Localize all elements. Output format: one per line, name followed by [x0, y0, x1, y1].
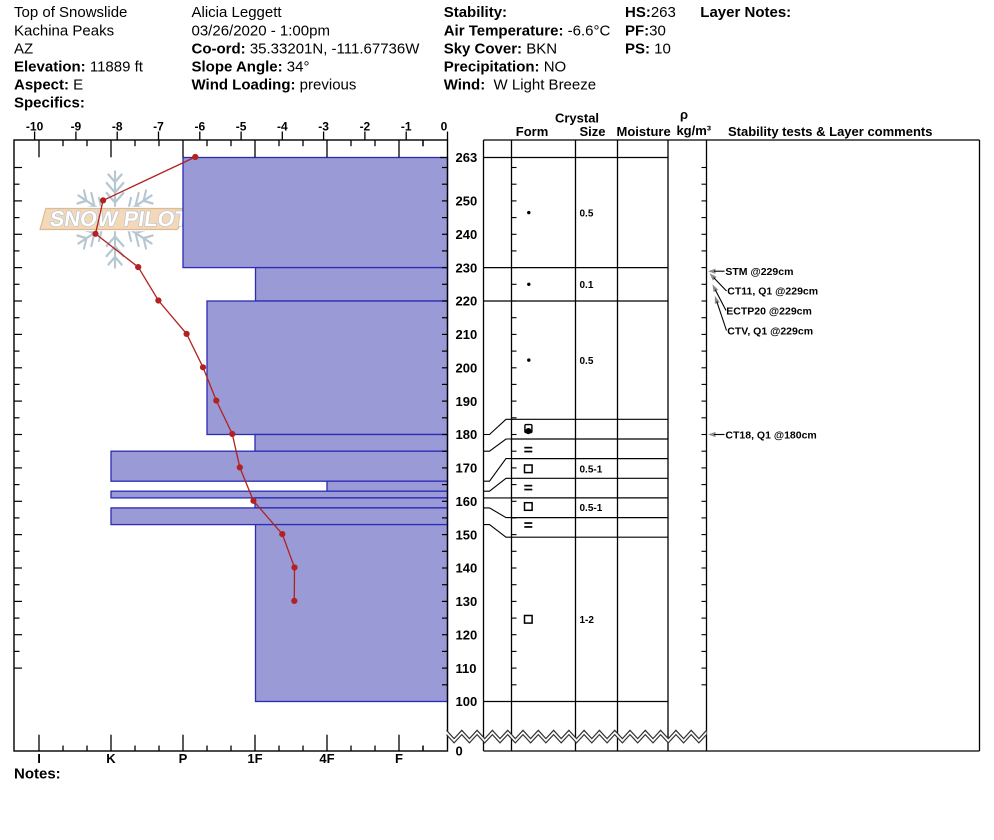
svg-text:263: 263 — [456, 150, 478, 165]
svg-text:250: 250 — [456, 194, 478, 209]
svg-text:-3: -3 — [318, 119, 329, 133]
svg-text:F: F — [395, 751, 403, 766]
svg-text:-10: -10 — [26, 119, 44, 133]
svg-text:CT18, Q1 @180cm: CT18, Q1 @180cm — [725, 429, 816, 441]
svg-text:170: 170 — [456, 461, 478, 476]
svg-text:K: K — [106, 751, 116, 766]
svg-text:Alicia Leggett: Alicia Leggett — [192, 4, 283, 21]
svg-text:240: 240 — [456, 227, 478, 242]
svg-text:1-2: 1-2 — [580, 615, 595, 626]
svg-text:HS:263: HS:263 — [625, 4, 676, 21]
svg-text:4F: 4F — [319, 751, 334, 766]
svg-text:-6: -6 — [194, 119, 205, 133]
svg-text:120: 120 — [456, 627, 478, 642]
svg-text:160: 160 — [456, 494, 478, 509]
svg-text:-9: -9 — [71, 119, 82, 133]
svg-text:190: 190 — [456, 394, 478, 409]
svg-text:-5: -5 — [236, 119, 247, 133]
svg-text:Top of Snowslide: Top of Snowslide — [14, 4, 127, 21]
svg-text:0: 0 — [441, 119, 448, 133]
svg-text:180: 180 — [456, 427, 478, 442]
svg-text:PS: 10: PS: 10 — [625, 40, 671, 57]
svg-text:130: 130 — [456, 594, 478, 609]
svg-text:Wind Loading: previous: Wind Loading: previous — [192, 77, 357, 94]
svg-text:STM @229cm: STM @229cm — [725, 266, 793, 278]
svg-text:Precipitation: NO: Precipitation: NO — [444, 59, 567, 76]
svg-text:Moisture: Moisture — [617, 124, 671, 139]
svg-text:-2: -2 — [360, 119, 371, 133]
svg-text:0.5: 0.5 — [580, 356, 594, 367]
svg-text:kg/m³: kg/m³ — [676, 123, 711, 138]
svg-text:150: 150 — [456, 527, 478, 542]
svg-text:Form: Form — [516, 124, 549, 139]
svg-text:230: 230 — [456, 260, 478, 275]
svg-text:CT11, Q1 @229cm: CT11, Q1 @229cm — [727, 286, 818, 298]
svg-text:Aspect: E: Aspect: E — [14, 77, 83, 94]
svg-text:-1: -1 — [401, 119, 412, 133]
svg-text:Size: Size — [579, 124, 605, 139]
svg-text:Wind: W Light Breeze: Wind: W Light Breeze — [444, 77, 596, 94]
svg-text:200: 200 — [456, 361, 478, 376]
svg-text:Layer Notes:: Layer Notes: — [700, 4, 791, 21]
svg-text:-4: -4 — [277, 119, 288, 133]
svg-text:Kachina Peaks: Kachina Peaks — [14, 22, 114, 39]
svg-text:P: P — [179, 751, 188, 766]
svg-text:110: 110 — [456, 661, 477, 676]
svg-text:I: I — [37, 751, 41, 766]
svg-text:220: 220 — [456, 294, 478, 309]
svg-text:0.1: 0.1 — [580, 280, 594, 291]
svg-text:-8: -8 — [112, 119, 123, 133]
svg-text:0.5-1: 0.5-1 — [580, 503, 603, 514]
svg-text:Specifics:: Specifics: — [14, 95, 85, 112]
svg-text:Notes:: Notes: — [14, 765, 61, 782]
svg-text:100: 100 — [456, 694, 478, 709]
svg-text:0.5-1: 0.5-1 — [580, 465, 603, 476]
svg-text:Sky Cover: BKN: Sky Cover: BKN — [444, 40, 557, 57]
svg-text:SNOW PILOT: SNOW PILOT — [48, 206, 189, 231]
svg-text:210: 210 — [456, 327, 478, 342]
svg-text:ρ: ρ — [680, 107, 688, 122]
svg-text:ECTP20 @229cm: ECTP20 @229cm — [726, 306, 812, 318]
svg-text:Crystal: Crystal — [555, 110, 599, 125]
svg-text:-7: -7 — [153, 119, 164, 133]
svg-text:03/26/2020 - 1:00pm: 03/26/2020 - 1:00pm — [192, 22, 330, 39]
svg-text:Co-ord: 35.33201N, -111.67736W: Co-ord: 35.33201N, -111.67736W — [192, 40, 421, 57]
svg-text:1F: 1F — [247, 751, 262, 766]
svg-text:Stability:: Stability: — [444, 4, 507, 21]
svg-text:Slope Angle: 34°: Slope Angle: 34° — [192, 59, 310, 76]
svg-text:Stability tests & Layer commen: Stability tests & Layer comments — [728, 124, 932, 139]
svg-text:0: 0 — [456, 744, 463, 759]
svg-text:140: 140 — [456, 561, 478, 576]
svg-text:CTV, Q1 @229cm: CTV, Q1 @229cm — [727, 326, 813, 338]
svg-text:Air Temperature: -6.6°C: Air Temperature: -6.6°C — [444, 22, 611, 39]
svg-text:PF:30: PF:30 — [625, 22, 666, 39]
svg-text:AZ: AZ — [14, 40, 33, 57]
svg-text:0.5: 0.5 — [580, 208, 594, 219]
svg-text:Elevation: 11889 ft: Elevation: 11889 ft — [14, 59, 144, 76]
